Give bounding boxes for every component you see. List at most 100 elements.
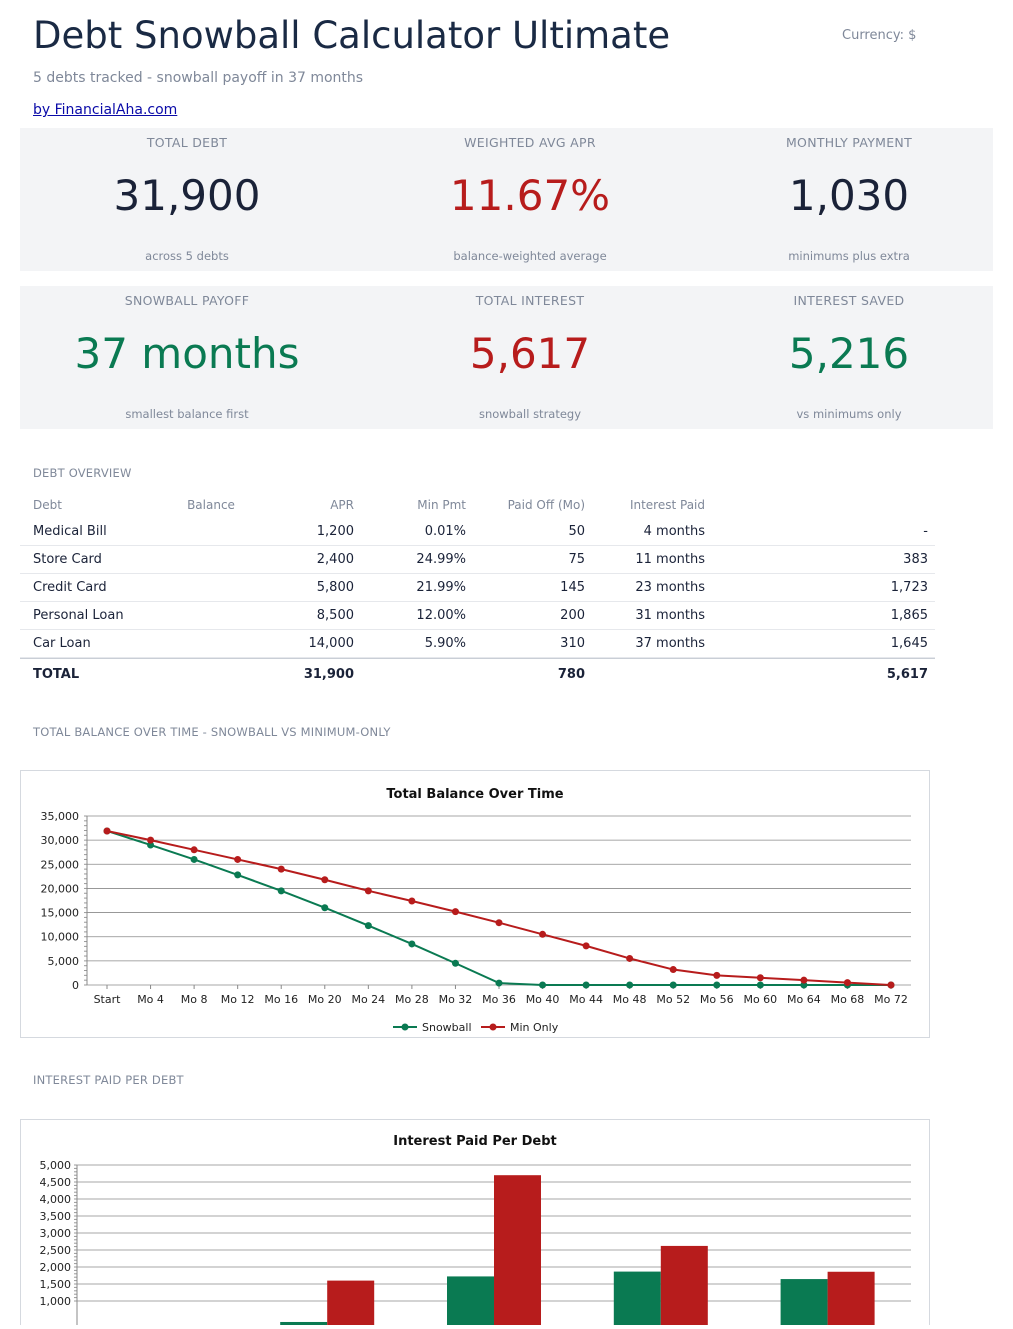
byline-link[interactable]: by FinancialAha.com (33, 102, 178, 118)
legend-marker (489, 1023, 497, 1031)
column-header: Paid Off (Mo) (507, 498, 585, 512)
kpi-label: TOTAL DEBT (146, 135, 228, 150)
bar-snowball (447, 1276, 494, 1329)
table-cell: 1,200 (316, 524, 354, 539)
kpi-label: WEIGHTED AVG APR (464, 135, 596, 150)
data-point (713, 981, 721, 989)
data-point (582, 942, 590, 950)
y-tick-label: 1,000 (40, 1295, 72, 1308)
table-cell: Store Card (33, 552, 102, 567)
table-cell: 200 (560, 608, 585, 623)
x-tick-label: Mo 4 (137, 993, 164, 1006)
section-label-debt-overview: DEBT OVERVIEW (33, 466, 132, 480)
data-point (713, 971, 721, 979)
y-tick-label: 4,500 (40, 1176, 72, 1189)
page-title: Debt Snowball Calculator Ultimate (33, 14, 671, 57)
kpi-label: SNOWBALL PAYOFF (124, 293, 250, 308)
total-label: TOTAL (33, 667, 80, 682)
x-tick-label: Mo 8 (181, 993, 208, 1006)
table-cell: 145 (560, 580, 585, 595)
data-point (539, 930, 547, 938)
table-cell: 4 months (643, 524, 705, 539)
kpi-label: MONTHLY PAYMENT (785, 135, 913, 150)
chart-title: Interest Paid Per Debt (393, 1134, 556, 1149)
legend-label: Snowball (422, 1021, 472, 1034)
column-header: Balance (187, 498, 235, 512)
data-point (234, 871, 242, 879)
table-cell: 1,723 (890, 580, 928, 595)
table-cell: 1,865 (890, 608, 928, 623)
series-line-min-only (106, 829, 892, 986)
kpi-value: 5,617 (469, 329, 591, 378)
table-cell: Credit Card (33, 580, 107, 595)
data-point (756, 974, 764, 982)
kpi-value: 37 months (74, 329, 300, 378)
table-cell: 5.90% (424, 636, 466, 651)
x-tick-label: Mo 20 (308, 993, 342, 1006)
x-tick-label: Mo 32 (439, 993, 473, 1006)
kpi-label: INTEREST SAVED (793, 293, 905, 308)
y-tick-label: 0 (72, 979, 79, 992)
y-tick-label: 3,500 (40, 1210, 72, 1223)
total-interest: 5,617 (886, 667, 928, 682)
table-cell: 50 (568, 524, 585, 539)
column-header: Min Pmt (417, 498, 466, 512)
data-point (234, 855, 242, 863)
x-tick-label: Start (94, 993, 122, 1006)
data-point (843, 979, 851, 987)
x-tick-label: Mo 28 (395, 993, 429, 1006)
kpi-label: TOTAL INTEREST (475, 293, 585, 308)
kpi-sub: vs minimums only (796, 407, 902, 421)
y-tick-label: 5,000 (48, 955, 80, 968)
table-row: Medical Bill 1,200 0.01% 50 4 months - (20, 518, 935, 546)
table-cell: 12.00% (416, 608, 466, 623)
data-point (800, 981, 808, 989)
y-tick-label: 4,000 (40, 1193, 72, 1206)
table-cell: 14,000 (308, 636, 355, 651)
x-tick-label: Mo 12 (221, 993, 255, 1006)
data-point (669, 966, 677, 974)
x-tick-label: Mo 64 (787, 993, 821, 1006)
x-tick-label: Mo 60 (743, 993, 777, 1006)
table-cell: 5,800 (316, 580, 354, 595)
y-tick-label: 5,000 (40, 1159, 72, 1172)
column-header: Debt (33, 498, 62, 512)
x-tick-label: Mo 40 (526, 993, 560, 1006)
table-cell: 21.99% (416, 580, 466, 595)
x-tick-label: Mo 16 (264, 993, 298, 1006)
table-cell: 75 (568, 552, 585, 567)
series-line-snowball (106, 830, 891, 986)
bar-min-only (494, 1175, 541, 1329)
table-cell: Personal Loan (33, 608, 124, 623)
x-tick-label: Mo 44 (569, 993, 603, 1006)
kpi-value: 11.67% (449, 171, 611, 220)
kpi-value: 1,030 (788, 171, 910, 220)
table-row: Personal Loan 8,500 12.00% 200 31 months… (20, 602, 935, 630)
table-cell: 383 (903, 552, 928, 567)
section-label-interest-chart: INTEREST PAID PER DEBT (33, 1073, 184, 1087)
bar-snowball (780, 1279, 828, 1329)
chart-title: Total Balance Over Time (386, 787, 563, 802)
bar-min-only (827, 1271, 875, 1329)
kpi-band-summary: TOTAL DEBT 31,900 across 5 debts WEIGHTE… (20, 128, 993, 271)
y-tick-label: 10,000 (41, 931, 80, 944)
balance-chart-container: Total Balance Over Time 0 5,000 10,000 15,00… (20, 770, 930, 1038)
data-point (190, 846, 198, 854)
data-point (147, 836, 155, 844)
debt-overview-table: Debt Balance APR Min Pmt Paid Off (Mo) I… (20, 492, 935, 689)
data-point (539, 981, 547, 989)
y-tick-label: 2,500 (40, 1244, 72, 1257)
currency-label: Currency: $ (842, 28, 917, 43)
data-point (147, 841, 155, 849)
interest-chart-container: Interest Paid Per Debt 1,000 1,500 2,000 2,5… (20, 1119, 930, 1329)
x-tick-label: Mo 52 (656, 993, 690, 1006)
balance-line-chart: Total Balance Over Time 0 5,000 10,000 15,00… (41, 787, 911, 1034)
table-cell: 310 (560, 636, 585, 651)
table-cell: Medical Bill (33, 524, 107, 539)
data-point (321, 876, 329, 884)
table-cell: - (923, 524, 928, 539)
table-cell: 2,400 (316, 552, 354, 567)
column-header: APR (330, 498, 354, 512)
data-point (277, 865, 285, 873)
bar-snowball (280, 1321, 328, 1329)
